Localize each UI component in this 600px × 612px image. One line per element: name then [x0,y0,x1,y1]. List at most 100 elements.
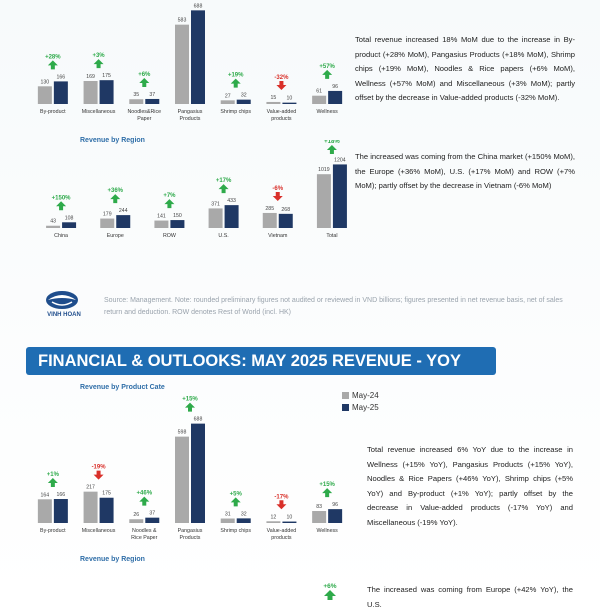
category-label-3-1: Products [180,116,201,122]
bar-prev-1 [83,80,98,104]
value-label-prev-6: 83 [316,504,322,510]
bar-prev-1 [100,218,115,228]
bar-curr-4 [278,213,293,228]
bar-prev-0 [46,225,61,228]
down-arrow-icon-5 [276,500,287,510]
category-label-1-0: Miscellaneous [82,109,116,115]
bar-curr-5 [282,102,297,104]
category-label-5-0: Total [326,233,337,239]
bar-prev-3 [175,24,189,104]
change-label-1: +36% [107,188,123,194]
category-label-1-0: Miscellaneous [82,528,116,534]
value-label-prev-4: 27 [225,93,231,99]
category-label-4-0: Vietnam [268,233,288,239]
value-label-curr-5: 10 [287,96,293,102]
bar-curr-0 [53,81,68,104]
category-label-1-0: Europe [107,233,124,239]
up-arrow-icon-2 [139,77,150,87]
category-label-6-0: Wellness [316,528,338,534]
value-label-curr-4: 32 [241,93,247,99]
value-label-curr-1: 244 [119,208,128,214]
bar-prev-0 [37,86,52,104]
value-label-prev-1: 217 [86,485,95,491]
value-label-prev-6: 61 [316,89,322,95]
legend-item-curr: May-25 [342,401,379,413]
up-arrow-icon-3 [185,402,195,412]
category-label-2-1: Paper [137,116,151,122]
category-label-5-0: Value-added [267,528,297,534]
change-label-4: +5% [230,491,243,497]
bar-prev-1 [83,491,98,523]
yoy-text-2: The increased was coming from Europe (+4… [367,585,573,609]
yoy-product-chart: 164 166 By-product +1% 217 175 Miscellaneous -1… [37,397,343,541]
bar-curr-2 [145,517,160,523]
legend-swatch-prev [342,391,349,399]
legend-label-curr: May-25 [352,402,379,412]
legend-swatch-curr [342,403,349,411]
bar-prev-4 [262,212,277,228]
bar-curr-1 [99,80,114,104]
change-label-4: +19% [228,73,244,79]
category-label-5-0: Value-added [267,109,297,115]
value-label-prev-0: 130 [41,79,50,85]
value-label-prev-3: 598 [178,430,187,436]
yoy-region-partial-change: +6% [323,583,336,590]
up-arrow-icon-1 [110,194,121,204]
value-label-prev-3: 583 [178,18,187,24]
value-label-curr-5: 10 [287,515,293,521]
bar-curr-0 [62,222,77,228]
bar-curr-3 [191,10,205,105]
change-label-2: +46% [137,491,153,497]
category-label-4-0: Shrimp chips [220,528,251,534]
value-label-curr-3: 433 [227,198,236,204]
value-label-prev-2: 141 [157,214,166,220]
value-label-curr-0: 166 [57,492,66,498]
category-label-4-0: Shrimp chips [220,109,251,115]
yoy-region-partial-arrow [324,590,336,600]
source-note: Source: Management. Note: rounded prelim… [104,297,563,316]
value-label-prev-5: 15 [271,95,277,101]
bar-curr-3 [224,205,239,228]
bar-curr-4 [236,99,251,104]
value-label-prev-5: 12 [271,514,277,520]
bar-curr-6 [328,509,343,523]
bar-curr-2 [145,98,160,104]
value-label-prev-0: 164 [41,492,50,498]
bar-curr-4 [236,518,251,523]
value-label-prev-2: 35 [133,92,139,98]
value-label-prev-3: 371 [211,201,220,207]
bar-prev-0 [37,499,52,523]
value-label-curr-4: 268 [281,207,290,213]
bar-curr-2 [170,220,185,228]
bar-curr-5 [332,164,347,228]
up-arrow-icon-2 [139,496,150,506]
category-label-3-0: U.S. [218,233,228,239]
bar-curr-3 [191,423,205,523]
category-label-0-0: By-product [40,109,66,115]
change-label-2: +6% [138,72,151,78]
yoy-legend: May-24 May-25 [342,389,379,413]
value-label-curr-6: 96 [332,84,338,90]
category-label-2-1: Rice Paper [131,535,157,541]
value-label-curr-3: 688 [194,417,203,423]
bar-prev-5 [316,174,331,228]
yoy-product-title: Revenue by Product Cate [80,384,165,391]
value-label-prev-1: 179 [103,212,112,218]
value-label-prev-0: 43 [50,219,56,225]
change-label-5: -32% [274,75,289,81]
change-label-6: +57% [319,64,335,70]
bar-prev-3 [175,436,189,523]
category-label-2-0: ROW [163,233,176,239]
change-label-5: +18% [324,140,340,145]
up-arrow-icon-0 [47,60,58,70]
bar-curr-0 [53,499,68,523]
change-label-5: -17% [274,494,289,500]
mom-region-title: Revenue by Region [80,137,145,144]
logo-text: VINH HOAN [47,312,81,318]
bar-curr-1 [116,215,131,228]
value-label-curr-1: 175 [102,491,111,497]
up-arrow-icon-0 [47,478,58,488]
change-label-1: -19% [92,465,107,471]
up-arrow-icon-4 [230,497,241,507]
